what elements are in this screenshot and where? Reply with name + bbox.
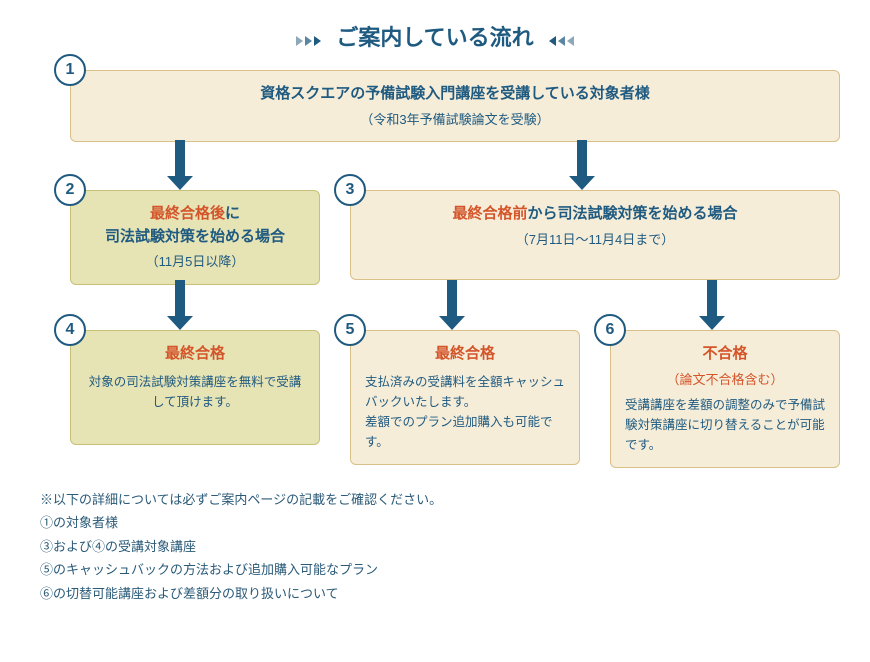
arrow-4 [439, 280, 465, 330]
arrow-3 [167, 280, 193, 330]
footnotes: ※以下の詳細については必ずご案内ページの記載をご確認ください。①の対象者様③およ… [40, 488, 442, 605]
arrow-1 [167, 140, 193, 190]
box-sub: （11月5日以降） [85, 252, 305, 272]
footnote-line: ⑤のキャッシュバックの方法および追加購入可能なプラン [40, 558, 442, 581]
footnote-line: ※以下の詳細については必ずご案内ページの記載をご確認ください。 [40, 488, 442, 511]
flow-box-b6: 不合格 （論文不合格含む） 受講講座を差額の調整のみで予備試験対策講座に切り替えるこ… [610, 330, 840, 468]
footnote-line: ⑥の切替可能講座および差額分の取り扱いについて [40, 582, 442, 605]
page-title: ご案内している流れ [336, 20, 533, 52]
box-body: 対象の司法試験対策講座を無料で受講して頂けます。 [85, 372, 305, 412]
box-body: 受講講座を差額の調整のみで予備試験対策講座に切り替えることが可能です。 [625, 395, 825, 455]
flow-box-b3: 最終合格前から司法試験対策を始める場合 （7月11日〜11月4日まで） [350, 190, 840, 280]
box-head: 最終合格後に司法試験対策を始める場合 [85, 203, 305, 248]
step-badge-5: 5 [334, 314, 366, 346]
box-title: 最終合格 [85, 343, 305, 366]
box-sub: （令和3年予備試験論文を受験） [85, 110, 825, 130]
flow-box-b4: 最終合格対象の司法試験対策講座を無料で受講して頂けます。 [70, 330, 320, 445]
arrow-5 [699, 280, 725, 330]
chevrons-right-icon [548, 36, 575, 46]
footnote-line: ③および④の受講対象講座 [40, 535, 442, 558]
flow-box-b2: 最終合格後に司法試験対策を始める場合 （11月5日以降） [70, 190, 320, 285]
box-title-sub: （論文不合格含む） [625, 370, 825, 390]
flow-box-b5: 最終合格支払済みの受講料を全額キャッシュバックいたします。差額でのプラン追加購入… [350, 330, 580, 465]
step-badge-2: 2 [54, 174, 86, 206]
box-sub: （7月11日〜11月4日まで） [365, 230, 825, 250]
step-badge-6: 6 [594, 314, 626, 346]
footnote-line: ①の対象者様 [40, 511, 442, 534]
box-head: 最終合格前から司法試験対策を始める場合 [365, 203, 825, 226]
box-title: 不合格 [625, 343, 825, 366]
step-badge-1: 1 [54, 54, 86, 86]
step-badge-3: 3 [334, 174, 366, 206]
arrow-2 [569, 140, 595, 190]
step-badge-4: 4 [54, 314, 86, 346]
box-head: 資格スクエアの予備試験入門講座を受講している対象者様 [85, 83, 825, 106]
flow-box-b1: 資格スクエアの予備試験入門講座を受講している対象者様 （令和3年予備試験論文を受験… [70, 70, 840, 142]
box-body: 支払済みの受講料を全額キャッシュバックいたします。差額でのプラン追加購入も可能で… [365, 372, 565, 452]
box-title: 最終合格 [365, 343, 565, 366]
chevrons-left-icon [295, 36, 322, 46]
title-row: ご案内している流れ [30, 20, 840, 52]
